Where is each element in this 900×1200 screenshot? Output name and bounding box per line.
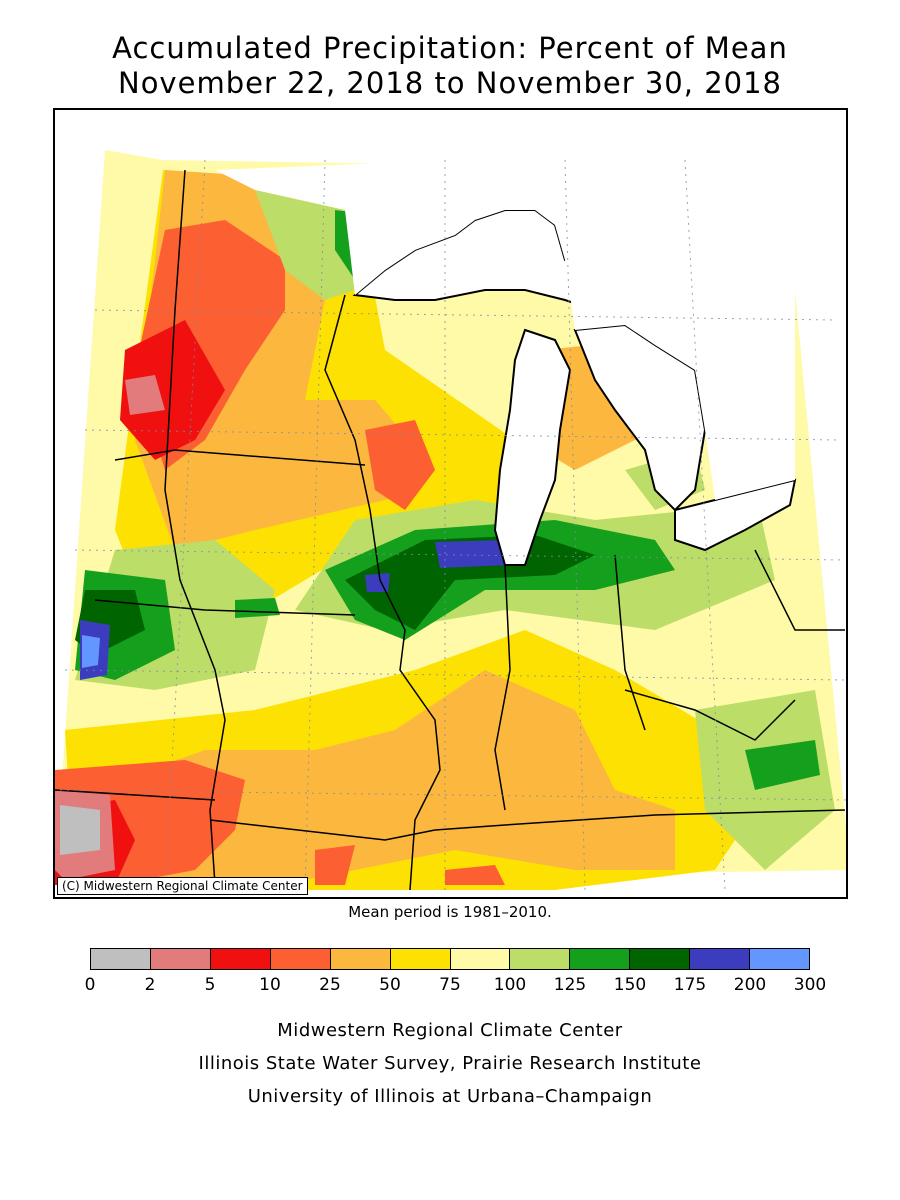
legend-tick-label: 50 — [379, 975, 401, 995]
legend-swatch — [270, 949, 331, 969]
color-legend — [90, 948, 810, 970]
state-borders — [55, 169, 846, 891]
lake-michigan — [493, 328, 572, 566]
legend-tick-label: 100 — [493, 975, 527, 995]
legend-tick-label: 10 — [259, 975, 281, 995]
legend-tick-label: 175 — [673, 975, 707, 995]
contour-175-200 — [365, 573, 390, 592]
legend-swatch — [91, 949, 151, 969]
legend-tick-label: 200 — [733, 975, 767, 995]
legend-swatch — [630, 949, 691, 969]
legend-tick-label: 5 — [204, 975, 216, 995]
legend-swatch — [210, 949, 271, 969]
legend-tick-label: 0 — [84, 975, 96, 995]
contour-10-25 — [365, 420, 435, 510]
legend-swatch — [450, 949, 511, 969]
legend-swatch — [330, 949, 391, 969]
contour-10-25 — [445, 865, 505, 885]
map-title: Accumulated Precipitation: Percent of Me… — [112, 31, 788, 65]
contour-175-200 — [435, 540, 510, 568]
legend-tick-label: 125 — [553, 975, 587, 995]
legend-tick-label: 150 — [613, 975, 647, 995]
precipitation-map: (C) Midwestern Regional Climate Center — [53, 108, 848, 899]
copyright-label: (C) Midwestern Regional Climate Center — [57, 877, 308, 895]
graticule — [59, 159, 846, 891]
contour-200-300 — [82, 635, 100, 668]
credit-isws: Illinois State Water Survey, Prairie Res… — [198, 1053, 702, 1074]
lake-huron — [573, 323, 707, 512]
legend-swatch — [690, 949, 751, 969]
legend-tick-label: 75 — [439, 975, 461, 995]
legend-swatch — [390, 949, 451, 969]
contour-5-10 — [120, 320, 225, 460]
legend-tick-label: 300 — [793, 975, 827, 995]
map-canvas — [55, 150, 846, 891]
legend-swatch — [750, 949, 810, 969]
legend-tick-label: 2 — [144, 975, 156, 995]
credit-mrcc: Midwestern Regional Climate Center — [277, 1020, 623, 1041]
contour-0-2 — [60, 805, 100, 855]
map-date-range: November 22, 2018 to November 30, 2018 — [118, 66, 782, 100]
mean-period-note: Mean period is 1981–2010. — [348, 903, 552, 921]
land-north — [215, 160, 475, 295]
legend-swatch — [570, 949, 631, 969]
contour-125-150 — [235, 598, 280, 618]
contour-2-5 — [125, 375, 165, 415]
legend-swatch — [510, 949, 571, 969]
legend-tick-label: 25 — [319, 975, 341, 995]
contour-150-175 — [345, 535, 595, 630]
credit-uiuc: University of Illinois at Urbana–Champai… — [247, 1086, 653, 1107]
contour-10-25 — [315, 845, 355, 885]
legend-swatch — [150, 949, 211, 969]
land-canada — [455, 160, 795, 500]
contour-125-150 — [745, 740, 820, 790]
